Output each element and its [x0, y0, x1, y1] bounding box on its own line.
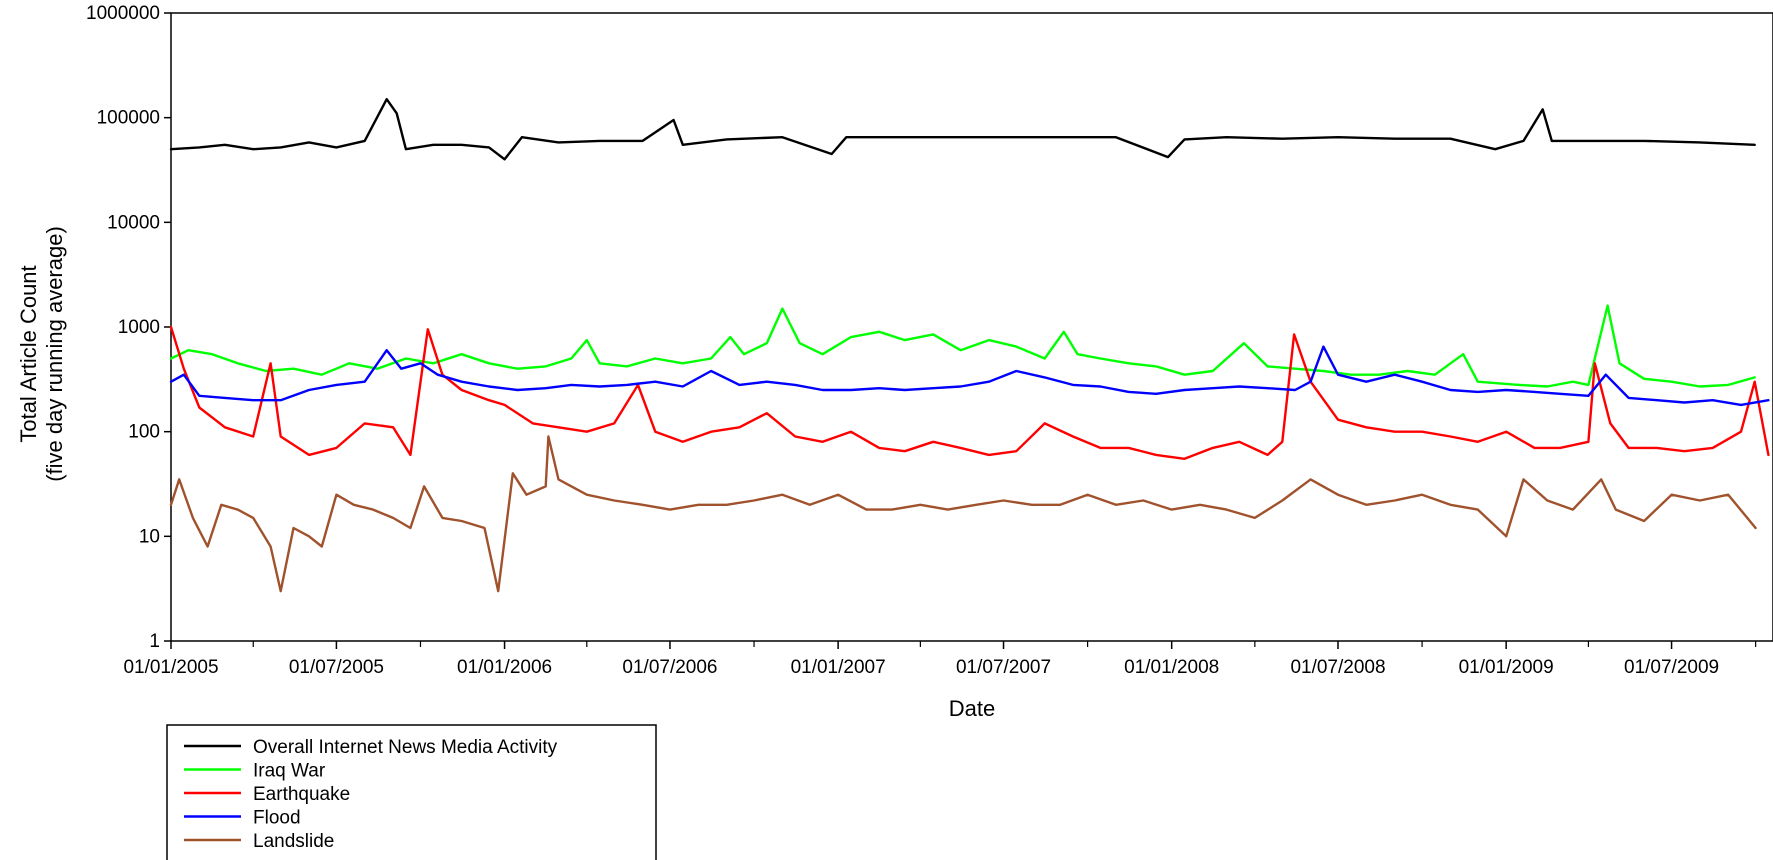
legend-box: [166, 724, 657, 860]
series-line-earthquake: [169, 325, 1770, 460]
x-tick-label: 01/07/2005: [289, 657, 384, 678]
plot-area: [170, 12, 1773, 642]
series-layer: [169, 97, 1770, 593]
x-tick-label: 01/07/2009: [1624, 657, 1719, 678]
series-line-landslide: [169, 435, 1757, 593]
x-tick-label: 01/01/2007: [791, 657, 886, 678]
y-tick-label: 1000: [118, 317, 160, 338]
legend-label: Iraq War: [253, 761, 326, 782]
y-tick-label: 100: [128, 422, 160, 443]
series-line-iraq-war: [169, 304, 1756, 388]
plot-frame: [170, 12, 1773, 642]
y-tick-label: 1000000: [86, 3, 160, 24]
series-line-overall-internet-news-media-activity: [169, 97, 1756, 161]
y-axis-title: Total Article Count: [16, 265, 41, 442]
x-tick-label: 01/01/2008: [1124, 657, 1219, 678]
legend-label: Flood: [253, 808, 301, 829]
legend: Overall Internet News Media Activity Iraq…: [166, 724, 657, 860]
x-tick-label: 01/01/2009: [1459, 657, 1554, 678]
x-axis: 01/01/2005 01/07/2005 01/01/2006 01/07/2006…: [123, 641, 1757, 678]
x-tick-label: 01/07/2007: [956, 657, 1051, 678]
series-line-flood: [169, 345, 1770, 407]
y-axis-subtitle: (five day running average): [42, 226, 67, 482]
x-axis-title: Date: [949, 696, 995, 721]
y-tick-label: 10: [139, 526, 160, 547]
y-tick-label: 1: [149, 631, 160, 652]
x-tick-label: 01/01/2006: [457, 657, 552, 678]
y-tick-label: 10000: [107, 212, 160, 233]
legend-label: Landslide: [253, 831, 334, 852]
x-tick-label: 01/01/2005: [123, 657, 218, 678]
y-tick-label: 100000: [97, 108, 160, 129]
legend-label: Overall Internet News Media Activity: [253, 737, 558, 758]
y-axis: 1 10 100 1000 10000 100000 1000000: [86, 3, 171, 652]
legend-label: Earthquake: [253, 784, 350, 805]
x-tick-label: 01/07/2008: [1290, 657, 1385, 678]
x-tick-label: 01/07/2006: [622, 657, 717, 678]
